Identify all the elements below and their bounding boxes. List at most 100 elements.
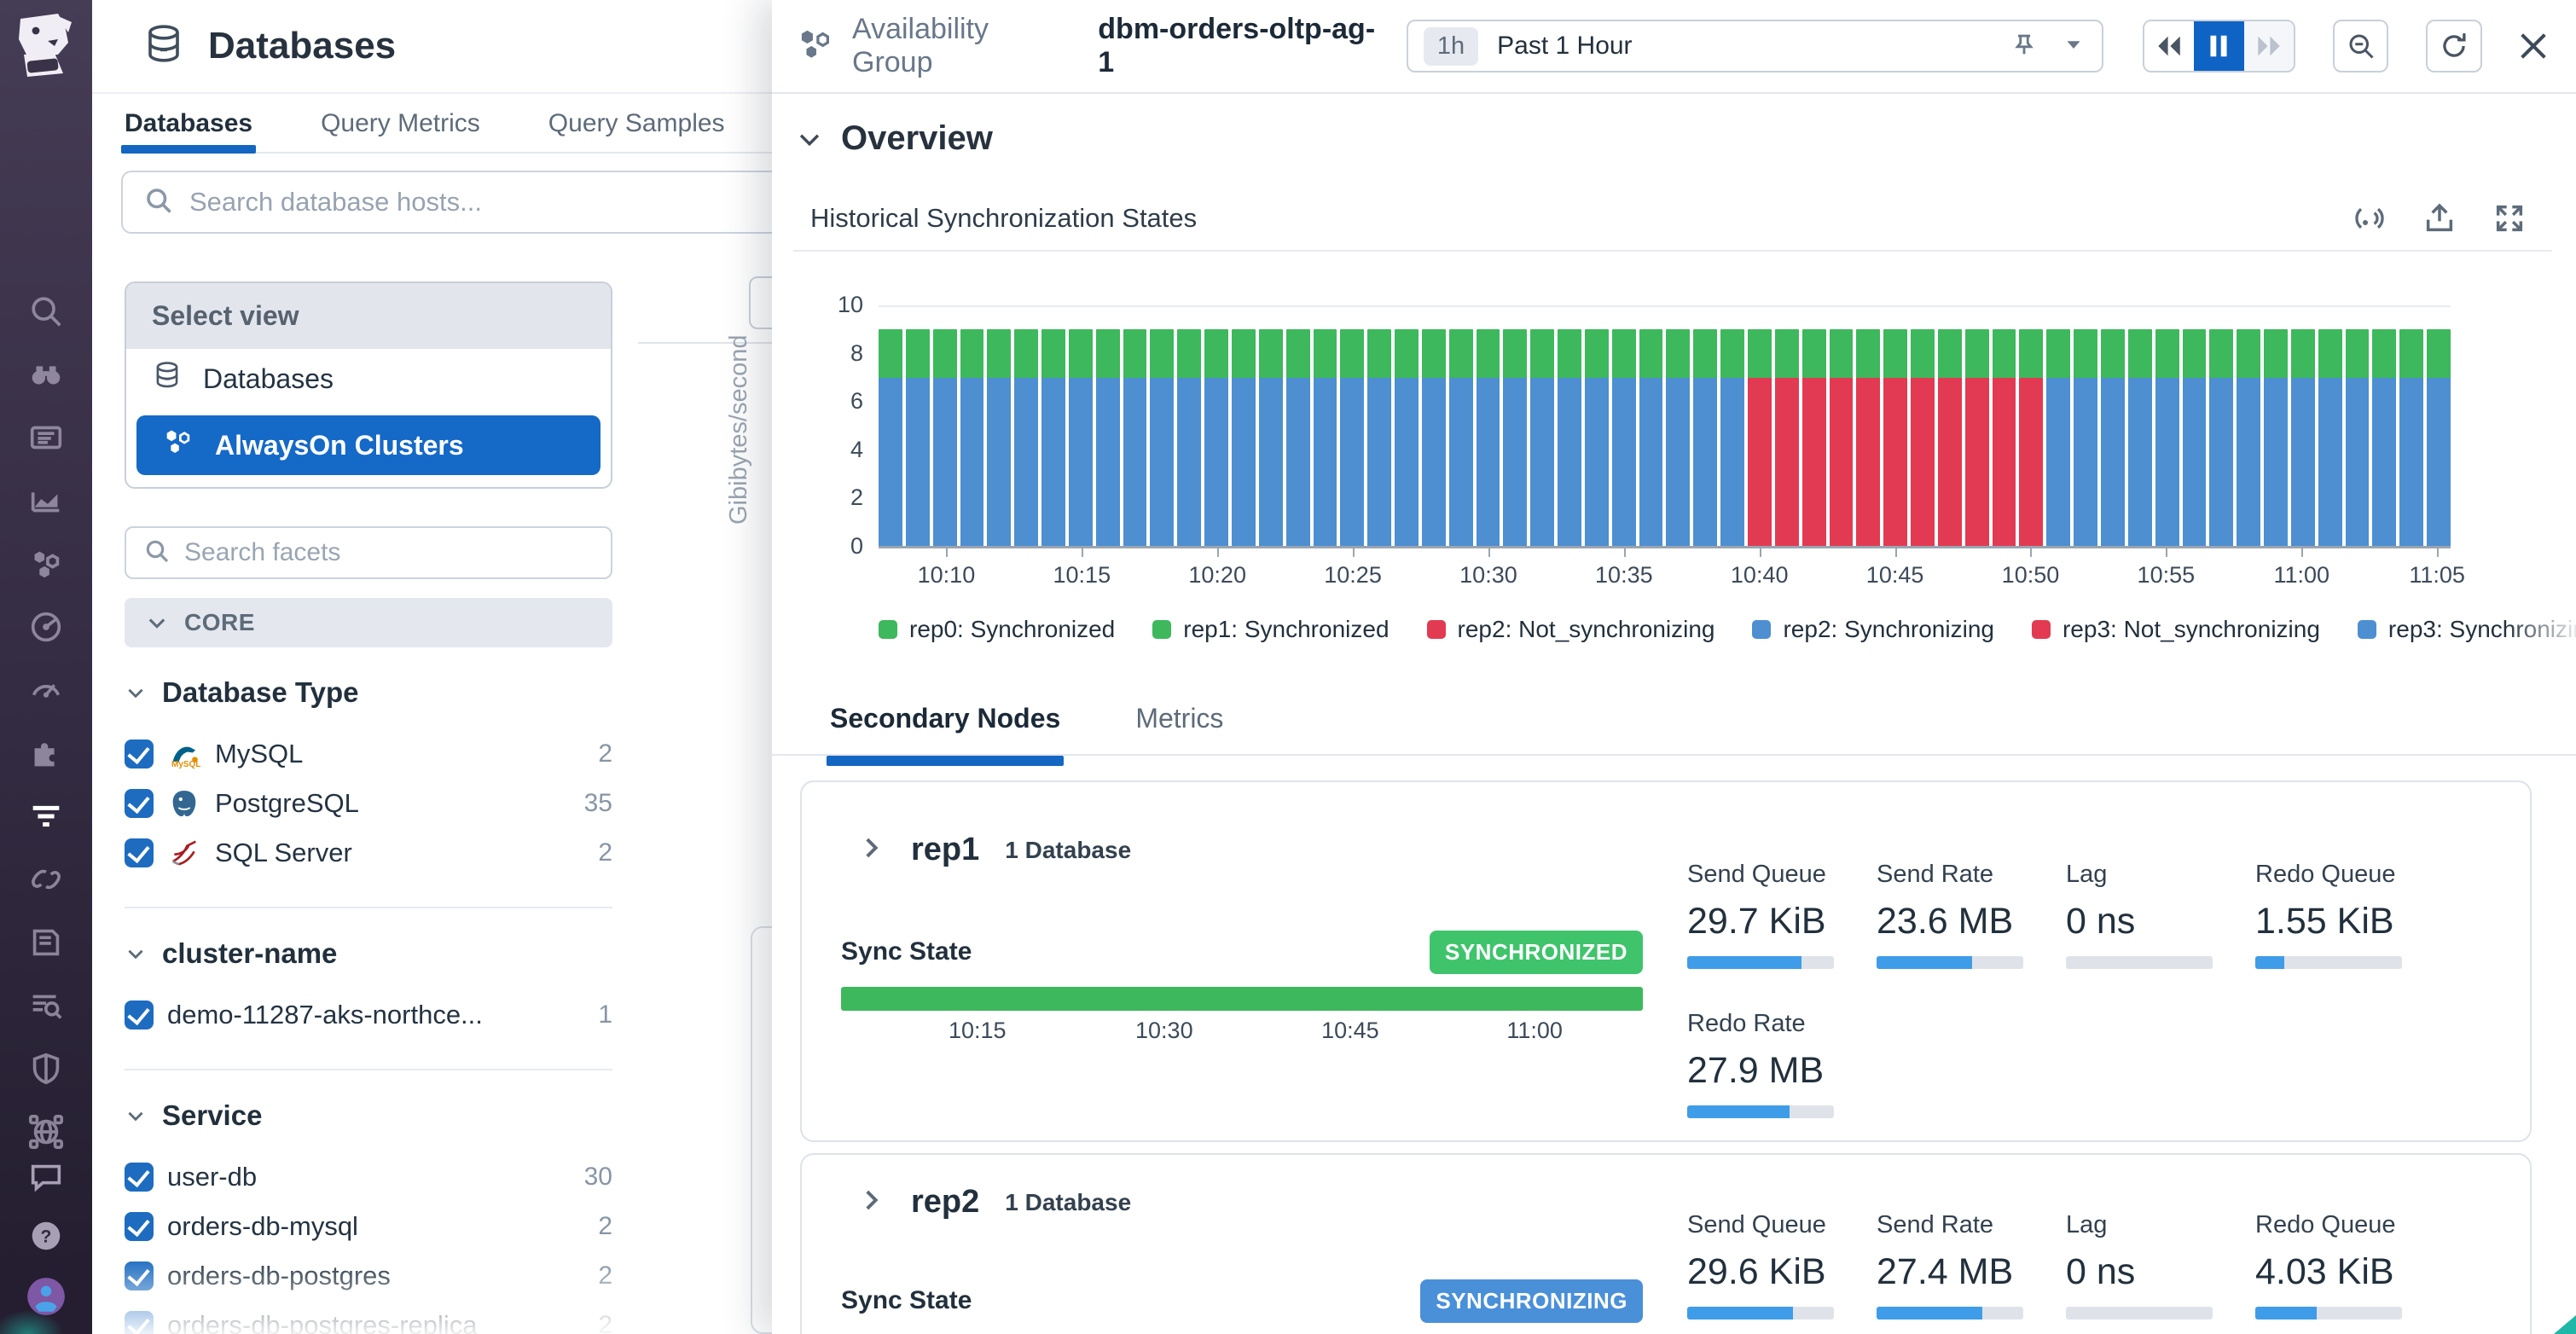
facet-item[interactable]: demo-11287-aks-northce... 1 — [125, 990, 612, 1040]
sidebar-item-synthetics[interactable] — [0, 850, 92, 913]
chart-bar-synchronizing[interactable] — [2100, 329, 2125, 547]
sidebar-item-watchdog[interactable] — [0, 345, 92, 408]
chart-bar-synchronizing[interactable] — [1177, 329, 1202, 547]
chart-bar-not-synchronizing[interactable] — [1937, 329, 1962, 547]
sidebar-item-security[interactable] — [0, 1039, 92, 1102]
export-icon[interactable] — [2422, 201, 2457, 235]
sidebar-item-network[interactable] — [0, 1102, 92, 1165]
facet-item[interactable]: SQL Server 2 — [125, 828, 612, 878]
chart-bar-synchronizing[interactable] — [2264, 329, 2288, 547]
chart-bar-synchronizing[interactable] — [1231, 329, 1256, 547]
host-search-input[interactable] — [189, 187, 735, 218]
sidebar-item-notebooks[interactable] — [0, 913, 92, 976]
facet-group-title[interactable]: cluster-name — [125, 937, 612, 970]
tab-query-samples[interactable]: Query Samples — [548, 109, 725, 137]
facet-item[interactable]: user-db 30 — [125, 1152, 612, 1202]
chart-bar-not-synchronizing[interactable] — [1801, 329, 1826, 547]
chart-bar-synchronizing[interactable] — [2318, 329, 2342, 547]
chart-bar-not-synchronizing[interactable] — [1748, 329, 1772, 547]
legend-item[interactable]: rep2: Synchronizing — [1752, 616, 1994, 643]
facet-search-input[interactable] — [184, 538, 542, 567]
legend-item[interactable]: rep0: Synchronized — [879, 616, 1115, 643]
refresh-button[interactable] — [2426, 20, 2482, 72]
host-search-box[interactable] — [121, 171, 855, 234]
checkbox-checked[interactable] — [125, 740, 154, 768]
chart-bar-synchronizing[interactable] — [2345, 329, 2370, 547]
sync-state-timeline[interactable] — [841, 987, 1643, 1011]
sidebar-item-avatar[interactable] — [25, 1275, 67, 1322]
chart-bar-not-synchronizing[interactable] — [2019, 329, 2044, 547]
checkbox-checked[interactable] — [125, 838, 154, 867]
chart-bar-not-synchronizing[interactable] — [1829, 329, 1854, 547]
chart-bar-synchronizing[interactable] — [960, 329, 984, 547]
datadog-logo[interactable] — [7, 9, 84, 82]
chart-bar-synchronizing[interactable] — [1123, 329, 1147, 547]
rewind-button[interactable] — [2144, 21, 2195, 71]
chart-bar-synchronizing[interactable] — [2155, 329, 2179, 547]
chart-bar-synchronizing[interactable] — [2127, 329, 2152, 547]
facet-group-title[interactable]: Database Type — [125, 676, 612, 709]
sidebar-item-log-explorer[interactable] — [0, 976, 92, 1039]
tab-query-metrics[interactable]: Query Metrics — [321, 109, 480, 137]
facet-item[interactable]: orders-db-postgres-replica 2 — [125, 1301, 612, 1334]
chart-bar-synchronizing[interactable] — [1367, 329, 1392, 547]
chart-bar-synchronizing[interactable] — [879, 329, 902, 547]
close-icon[interactable] — [2516, 29, 2550, 63]
chart-bar-synchronizing[interactable] — [1421, 329, 1446, 547]
chart-bar-synchronizing[interactable] — [1558, 329, 1581, 547]
sidebar-item-integrations[interactable] — [0, 723, 92, 786]
tab-secondary-nodes[interactable]: Secondary Nodes — [827, 696, 1065, 766]
chart-bar-synchronizing[interactable] — [2237, 329, 2261, 547]
sync-states-chart[interactable]: 10 8 6 4 2 0 10:10 10:15 10:20 10:25 10:30 10:35 10:… — [838, 292, 2465, 588]
legend-item[interactable]: rep2: Not_synchronizing — [1426, 616, 1714, 643]
facet-item[interactable]: orders-db-mysql 2 — [125, 1202, 612, 1251]
tab-databases[interactable]: Databases — [121, 96, 257, 154]
facet-item[interactable]: orders-db-postgres 2 — [125, 1251, 612, 1301]
chart-bar-not-synchronizing[interactable] — [1964, 329, 1989, 547]
chart-bar-not-synchronizing[interactable] — [1911, 329, 1935, 547]
node-name[interactable]: rep2 — [911, 1184, 980, 1220]
pause-button[interactable] — [2194, 21, 2244, 71]
checkbox-checked[interactable] — [125, 789, 154, 818]
sidebar-item-chat[interactable] — [26, 1157, 66, 1201]
legend-item[interactable]: rep3: Not_synchronizing — [2031, 616, 2320, 643]
chart-bar-synchronizing[interactable] — [2046, 329, 2071, 547]
chart-bar-synchronizing[interactable] — [1258, 329, 1283, 547]
legend-item[interactable]: rep1: Synchronized — [1152, 616, 1390, 643]
chart-bar-synchronizing[interactable] — [1693, 329, 1718, 547]
checkbox-checked[interactable] — [125, 1212, 154, 1241]
sidebar-item-dbm[interactable] — [0, 786, 92, 850]
chart-bar-synchronizing[interactable] — [932, 329, 957, 547]
chart-bar-not-synchronizing[interactable] — [1856, 329, 1881, 547]
sidebar-item-search[interactable] — [0, 281, 92, 345]
chart-bar-synchronizing[interactable] — [1395, 329, 1419, 547]
chart-bar-synchronizing[interactable] — [1448, 329, 1473, 547]
chart-bar-not-synchronizing[interactable] — [1774, 329, 1799, 547]
chart-bar-synchronizing[interactable] — [2074, 329, 2097, 547]
sidebar-item-help[interactable]: ? — [26, 1216, 66, 1260]
sidebar-item-metrics[interactable] — [0, 471, 92, 534]
fast-forward-button[interactable] — [2243, 21, 2294, 71]
view-option-alwayson-clusters[interactable]: AlwaysOn Clusters — [136, 415, 600, 475]
chart-bar-synchronizing[interactable] — [2290, 329, 2315, 547]
chart-bar-synchronizing[interactable] — [1611, 329, 1636, 547]
chart-bar-synchronizing[interactable] — [2427, 329, 2451, 547]
checkbox-checked[interactable] — [125, 1311, 154, 1334]
chart-bar-synchronizing[interactable] — [1476, 329, 1500, 547]
overview-section-toggle[interactable]: Overview — [795, 119, 993, 158]
chart-bar-not-synchronizing[interactable] — [1992, 329, 2016, 547]
pin-icon[interactable] — [2010, 30, 2039, 63]
sidebar-item-infrastructure[interactable] — [0, 534, 92, 597]
checkbox-checked[interactable] — [125, 1000, 154, 1030]
chart-bar-not-synchronizing[interactable] — [1883, 329, 1908, 547]
chart-bar-synchronizing[interactable] — [1150, 329, 1175, 547]
chart-bar-synchronizing[interactable] — [2399, 329, 2424, 547]
chevron-down-icon[interactable] — [2061, 32, 2086, 61]
chart-bar-synchronizing[interactable] — [1204, 329, 1228, 547]
chart-bar-synchronizing[interactable] — [1014, 329, 1039, 547]
tab-metrics[interactable]: Metrics — [1135, 703, 1224, 734]
facet-item[interactable]: MySQL MySQL 2 — [125, 729, 612, 779]
facet-group-title[interactable]: Service — [125, 1099, 612, 1132]
chart-bar-synchronizing[interactable] — [2209, 329, 2234, 547]
zoom-out-button[interactable] — [2332, 20, 2389, 72]
